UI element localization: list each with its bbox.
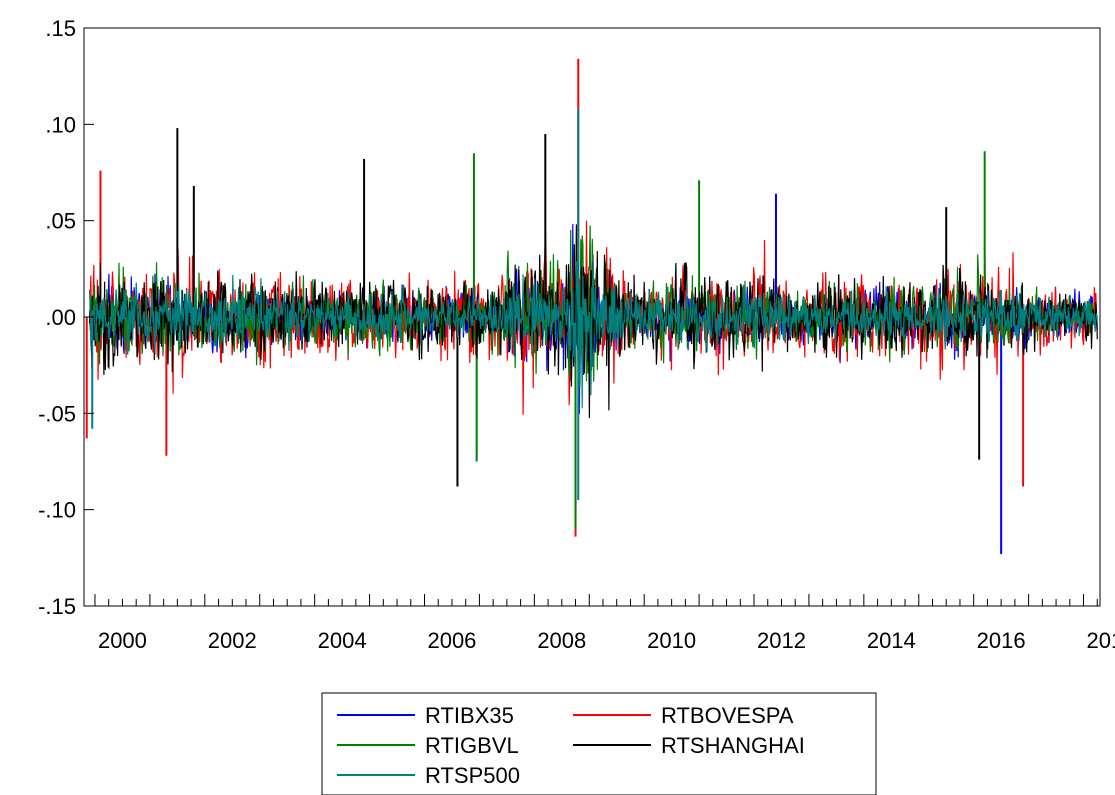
y-tick-label: .05 xyxy=(45,209,76,234)
legend-label-rtshanghai: RTSHANGHAI xyxy=(661,733,805,758)
y-tick-label: -.10 xyxy=(38,498,76,523)
series-line-rtshanghai xyxy=(88,224,1098,419)
legend-label-rtigbvl: RTIGBVL xyxy=(425,733,519,758)
x-tick-label: 2008 xyxy=(537,628,586,653)
x-tick-label: 2000 xyxy=(98,628,147,653)
y-tick-label: .15 xyxy=(45,16,76,41)
x-tick-label: 2018 xyxy=(1087,628,1115,653)
x-tick-label: 2014 xyxy=(867,628,916,653)
y-tick-label: .10 xyxy=(45,112,76,137)
x-tick-label: 2012 xyxy=(757,628,806,653)
y-tick-label: .00 xyxy=(45,305,76,330)
x-tick-label: 2002 xyxy=(208,628,257,653)
x-tick-label: 2006 xyxy=(427,628,476,653)
x-tick-label: 2004 xyxy=(318,628,367,653)
y-tick-label: -.05 xyxy=(38,401,76,426)
legend-label-rtbovespa: RTBOVESPA xyxy=(661,703,794,728)
series-line-rtsp500 xyxy=(88,258,1098,409)
y-axis: -.15 -.10 -.05 .00 .05 .10 .15 xyxy=(38,16,94,619)
series-layer xyxy=(85,58,1098,554)
x-tick-label: 2010 xyxy=(647,628,696,653)
y-tick-label: -.15 xyxy=(38,594,76,619)
x-tick-label: 2016 xyxy=(977,628,1026,653)
legend-label-rtibx35: RTIBX35 xyxy=(425,703,514,728)
legend-label-rtsp500: RTSP500 xyxy=(425,763,520,788)
x-axis: 2000 2002 2004 2006 2008 2010 2012 2014 2016 2018 xyxy=(94,594,1115,653)
legend: RTIBX35 RTBOVESPA RTIGBVL RTSHANGHAI RTS… xyxy=(321,692,877,795)
